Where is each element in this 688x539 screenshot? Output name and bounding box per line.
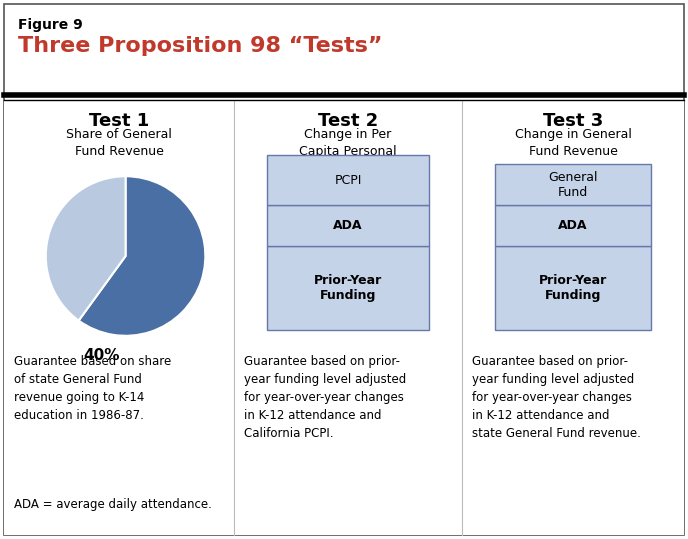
Text: Test 1: Test 1 [89, 112, 149, 130]
Wedge shape [46, 176, 126, 321]
Text: General
Fund: General Fund [548, 171, 598, 199]
Text: Prior-Year
Funding: Prior-Year Funding [539, 274, 607, 302]
Text: Change in Per
Capita Personal
Income (PCPI): Change in Per Capita Personal Income (PC… [299, 128, 397, 175]
Bar [4, 101, 684, 535]
Text: PCPI: PCPI [334, 174, 362, 186]
Text: ADA = average daily attendance.: ADA = average daily attendance. [14, 498, 212, 511]
Bar [495, 246, 652, 330]
Bar [267, 205, 429, 246]
Text: ADA: ADA [558, 219, 588, 232]
Bar [495, 164, 652, 205]
Text: Three Proposition 98 “Tests”: Three Proposition 98 “Tests” [18, 36, 383, 56]
Text: Test 3: Test 3 [543, 112, 603, 130]
Text: ADA: ADA [333, 219, 363, 232]
Text: Guarantee based on share
of state General Fund
revenue going to K-14
education i: Guarantee based on share of state Genera… [14, 355, 171, 422]
Wedge shape [78, 176, 205, 336]
Text: Test 2: Test 2 [318, 112, 378, 130]
Text: Share of General
Fund Revenue: Share of General Fund Revenue [66, 128, 172, 158]
Bar [495, 205, 652, 246]
Bar [267, 155, 429, 205]
Text: Prior-Year
Funding: Prior-Year Funding [314, 274, 382, 302]
Text: Change in General
Fund Revenue: Change in General Fund Revenue [515, 128, 632, 158]
Text: Figure 9: Figure 9 [18, 18, 83, 32]
Text: Guarantee based on prior-
year funding level adjusted
for year-over-year changes: Guarantee based on prior- year funding l… [472, 355, 641, 440]
Bar [267, 246, 429, 330]
Text: Guarantee based on prior-
year funding level adjusted
for year-over-year changes: Guarantee based on prior- year funding l… [244, 355, 406, 440]
Text: 40%: 40% [83, 348, 120, 363]
